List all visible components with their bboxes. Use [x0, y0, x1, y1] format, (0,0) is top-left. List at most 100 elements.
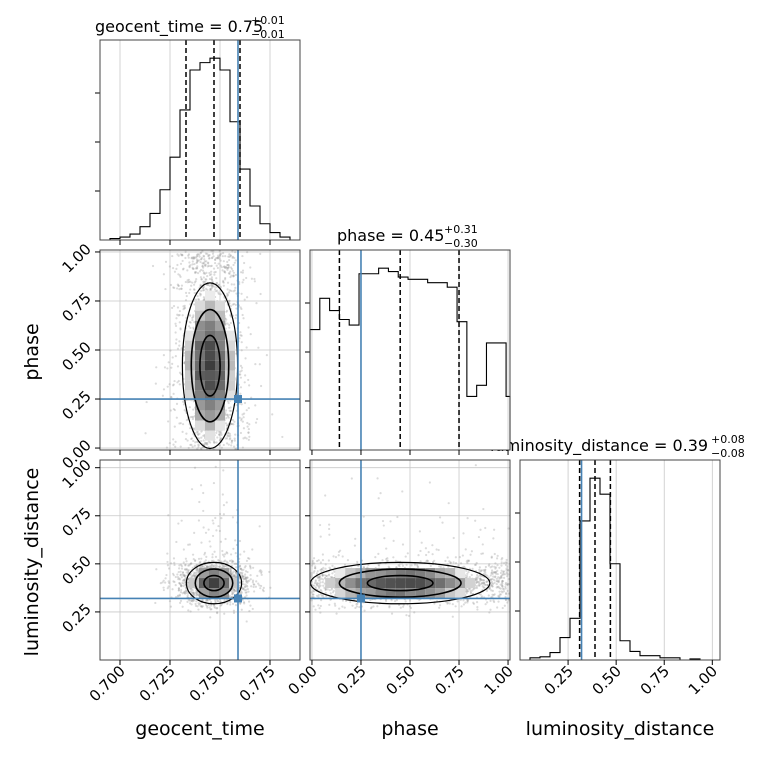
scatter-point: [225, 310, 228, 313]
scatter-point: [489, 566, 492, 569]
scatter-point: [164, 577, 167, 580]
scatter-point: [475, 601, 479, 604]
scatter-point: [310, 599, 313, 602]
scatter-point: [374, 556, 377, 559]
title-luminosity-distance-minus: −0.08: [711, 447, 745, 460]
density-cell: [215, 310, 225, 321]
scatter-point: [232, 263, 235, 267]
scatter-point: [238, 416, 241, 419]
scatter-point: [184, 564, 187, 567]
scatter-point: [322, 569, 325, 572]
scatter-point: [349, 600, 352, 604]
scatter-point: [221, 493, 224, 496]
scatter-point: [176, 313, 179, 316]
scatter-point: [215, 256, 218, 260]
scatter-point: [199, 258, 202, 261]
scatter-point: [377, 564, 381, 567]
scatter-point: [179, 601, 182, 604]
scatter-point: [222, 281, 225, 284]
density-cell: [335, 568, 346, 579]
scatter-point: [176, 347, 180, 350]
scatter-point: [194, 271, 198, 274]
density-blocks: [325, 568, 476, 599]
scatter-point: [225, 318, 228, 321]
scatter-point: [241, 271, 244, 274]
scatter-point: [229, 603, 232, 606]
scatter-point: [166, 552, 169, 555]
scatter-point: [244, 583, 247, 586]
scatter-point: [175, 540, 178, 544]
scatter-point: [247, 556, 250, 560]
scatter-point: [182, 305, 185, 308]
scatter-point: [180, 588, 183, 592]
scatter-point: [176, 576, 180, 579]
scatter-point: [506, 601, 509, 604]
scatter-point: [203, 260, 206, 263]
scatter-point: [168, 383, 171, 386]
scatter-point: [207, 528, 210, 531]
scatter-point: [199, 283, 202, 286]
scatter-point: [187, 543, 190, 546]
scatter-point: [478, 568, 481, 571]
scatter-point: [223, 555, 226, 558]
contour-2: [190, 308, 230, 423]
scatter-point: [504, 592, 508, 595]
scatter-point: [188, 320, 191, 324]
scatter-point: [255, 302, 258, 305]
scatter-point: [396, 515, 399, 519]
scatter-point: [164, 581, 167, 584]
scatter-point: [489, 599, 492, 602]
scatter-point: [484, 571, 487, 574]
scatter-point: [198, 255, 201, 258]
scatter-point: [462, 532, 465, 535]
scatter-point: [204, 278, 207, 281]
scatter-point: [224, 327, 227, 330]
scatter-point: [167, 585, 170, 588]
scatter-point: [191, 257, 194, 260]
y-tick-label: 0.25: [58, 600, 94, 636]
scatter-point: [226, 415, 230, 418]
scatter-point: [208, 441, 212, 444]
x-tick-label: 0.725: [136, 662, 179, 705]
scatter-point: [187, 256, 190, 259]
scatter-point: [492, 599, 495, 602]
scatter-point: [500, 569, 503, 572]
scatter-point: [180, 287, 183, 290]
scatter-point: [228, 594, 231, 597]
scatter-point: [479, 577, 482, 580]
scatter-point: [213, 271, 216, 274]
scatter-point: [185, 560, 188, 563]
scatter-point: [171, 572, 175, 575]
scatter-point: [178, 578, 182, 581]
scatter-point: [460, 605, 463, 608]
scatter-point: [212, 565, 215, 568]
scatter-point: [372, 605, 375, 608]
scatter-point: [230, 590, 234, 593]
scatter-point: [198, 292, 201, 295]
scatter-point: [507, 569, 510, 572]
scatter-point: [258, 525, 261, 528]
density-cell: [185, 380, 195, 391]
scatter-point: [229, 304, 232, 308]
scatter-point: [181, 571, 185, 574]
scatter-point: [242, 427, 246, 430]
scatter-point: [488, 611, 491, 614]
title-phase-text: phase = 0.45: [337, 226, 444, 245]
scatter-point: [205, 555, 208, 558]
scatter-point: [233, 439, 236, 442]
x-tick-label: 1.00: [685, 662, 721, 698]
scatter-point: [379, 492, 382, 495]
scatter-point: [225, 560, 228, 563]
scatter-point: [216, 289, 219, 292]
scatter-point: [189, 288, 192, 291]
density-cell: [415, 578, 426, 589]
scatter-point: [241, 269, 245, 272]
scatter-point: [250, 277, 253, 280]
scatter-point: [241, 573, 244, 576]
scatter-point: [226, 288, 229, 291]
scatter-point: [230, 595, 234, 599]
scatter-point: [223, 612, 226, 615]
scatter-point: [247, 438, 250, 441]
x-tick-label: 0.750: [186, 662, 229, 705]
scatter-point: [178, 309, 181, 313]
